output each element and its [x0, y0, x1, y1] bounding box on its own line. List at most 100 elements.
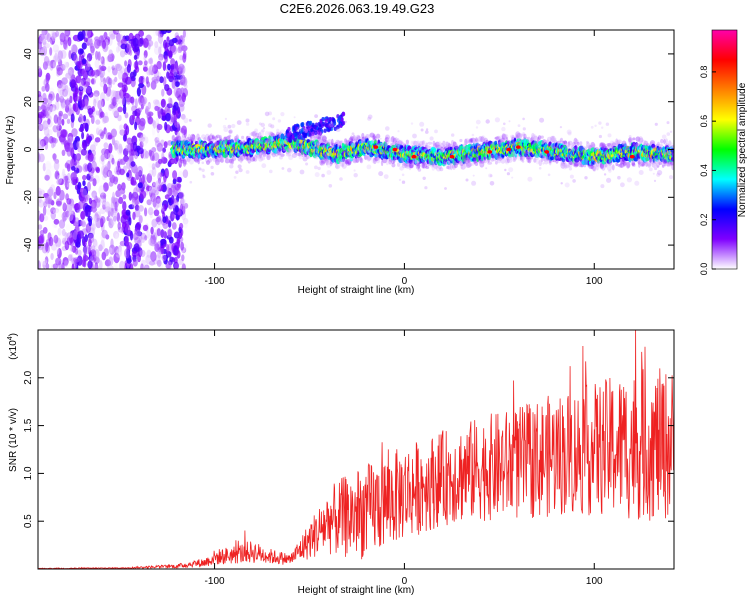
spectrogram-noise-mark	[116, 46, 120, 53]
spectrogram-noise-mark	[133, 187, 138, 198]
spectrogram-noise-mark	[93, 113, 100, 120]
spectrogram-noise-mark	[170, 58, 176, 66]
spectrogram-noise-mark	[167, 97, 172, 104]
spectrogram-ridge-mark	[335, 163, 341, 170]
spectrogram-noise-mark	[54, 52, 58, 62]
spectrogram-noise-mark	[86, 86, 92, 94]
spectrogram-noise-mark	[100, 239, 105, 250]
spectrogram-noise-mark	[142, 224, 149, 232]
spectrogram-noise-mark	[84, 96, 89, 107]
spectrogram-noise-mark	[145, 76, 149, 85]
spectrogram-noise-mark	[92, 238, 98, 247]
spectrogram-noise-mark	[66, 118, 71, 125]
spectrogram-noise-mark	[47, 103, 51, 111]
spectrogram-noise-mark	[67, 36, 72, 47]
spectrogram-noise-mark	[138, 82, 145, 89]
spectrogram-noise-mark	[110, 238, 114, 249]
spectrogram-ridge-mark	[375, 133, 381, 139]
spectrogram-noise-mark	[156, 259, 162, 267]
spectrogram-noise-mark	[55, 246, 60, 255]
spectrogram-noise-mark	[101, 59, 105, 67]
spectrogram-noise-mark	[78, 115, 85, 124]
spectrogram-noise-mark	[70, 79, 77, 88]
spectrogram-noise-mark	[181, 263, 186, 269]
spectrogram-noise-mark	[152, 197, 157, 208]
spectrogram-noise-mark	[174, 183, 181, 191]
spectrogram-noise-mark	[58, 110, 63, 117]
spectrogram-noise-mark	[53, 114, 59, 124]
spectrogram-noise-mark	[89, 38, 93, 49]
spectrogram-noise-mark	[56, 124, 62, 131]
spectrogram-ridge-mark	[519, 134, 523, 139]
spectrogram-noise-mark	[138, 76, 144, 85]
spectrogram-noise-mark	[134, 98, 138, 109]
spectrogram-noise-mark	[155, 216, 161, 223]
spectrogram-noise-mark	[92, 69, 99, 75]
spectrogram-noise-mark	[147, 116, 153, 125]
spectrogram-noise-mark	[167, 63, 171, 71]
spectrogram-noise-mark	[116, 63, 122, 70]
spectrogram-noise-mark	[55, 257, 62, 266]
spectrogram-noise-mark	[168, 236, 174, 244]
spectrogram-noise-mark	[118, 143, 123, 154]
spectrogram-noise-mark	[173, 68, 178, 76]
spectrogram-noise-mark	[79, 91, 83, 101]
spectrogram-noise-mark	[81, 42, 87, 50]
spectrogram-noise-mark	[42, 136, 50, 144]
spectrogram-noise-mark	[45, 242, 49, 252]
spectrogram-noise-mark	[123, 86, 127, 97]
spectrogram-noise-mark	[105, 36, 111, 43]
spectrogram-noise-mark	[131, 197, 136, 209]
spectrogram-noise-mark	[130, 180, 137, 186]
spectrogram-noise-mark	[79, 79, 84, 91]
spectrogram-noise-mark	[88, 238, 92, 247]
spectrogram-noise-mark	[164, 55, 168, 63]
spectrogram-noise-mark	[115, 93, 119, 103]
spectrogram-noise-mark	[146, 249, 152, 258]
spectrogram-noise-mark	[168, 203, 174, 210]
spectrogram-ridge-mark	[405, 139, 409, 145]
spectrogram-noise-mark	[70, 158, 75, 167]
spectrogram-noise-mark	[43, 126, 50, 137]
spectrogram-ridge-mark	[385, 160, 389, 166]
spectrogram-noise-mark	[182, 78, 188, 87]
spectrogram-noise-mark	[182, 53, 187, 63]
spectrogram-ridge-mark	[400, 141, 404, 146]
spectrogram-noise-mark	[100, 153, 105, 162]
spectrogram-noise-mark	[87, 181, 91, 192]
spectrogram-noise-mark	[149, 150, 155, 161]
spectrogram-noise-mark	[117, 69, 124, 80]
spectrogram-noise-mark	[143, 55, 147, 61]
spectrogram-noise-mark	[155, 195, 161, 204]
spectrogram-noise-mark	[53, 138, 58, 144]
spectrogram-noise-mark	[153, 99, 160, 105]
spectrogram-noise-mark	[168, 50, 173, 59]
spectrogram-noise-mark	[45, 109, 49, 118]
spectrogram-noise-mark	[144, 207, 148, 217]
spectrogram-noise-mark	[104, 206, 112, 213]
spectrogram-noise-mark	[179, 222, 184, 230]
spectrogram-noise-mark	[62, 61, 69, 71]
spectrogram-noise-mark	[87, 107, 94, 115]
spectrogram-noise-mark	[87, 152, 94, 163]
spectrogram-noise-mark	[183, 220, 188, 229]
spectrogram-noise-mark	[113, 110, 120, 119]
spectrogram-noise-mark	[173, 116, 177, 126]
spectrogram-noise-mark	[122, 201, 127, 211]
spectrogram-noise-mark	[73, 54, 78, 64]
spectrogram-noise-mark	[62, 137, 67, 146]
spectrogram-noise-mark	[128, 216, 132, 226]
spectrogram-noise-mark	[157, 221, 162, 230]
spectrogram-noise-mark	[61, 149, 66, 156]
spectrogram-noise-mark	[108, 170, 113, 178]
spectrogram-noise-mark	[153, 30, 157, 37]
spectrogram-noise-mark	[167, 228, 172, 238]
spectrogram-noise-mark	[161, 184, 167, 193]
spectrogram-noise-mark	[81, 68, 87, 77]
spectrogram-noise-mark	[77, 60, 83, 70]
spectrogram-noise-mark	[161, 88, 165, 97]
spectrogram-noise-mark	[117, 114, 122, 122]
spectrogram-noise-mark	[103, 77, 106, 86]
spectrogram-noise-mark	[183, 117, 189, 124]
